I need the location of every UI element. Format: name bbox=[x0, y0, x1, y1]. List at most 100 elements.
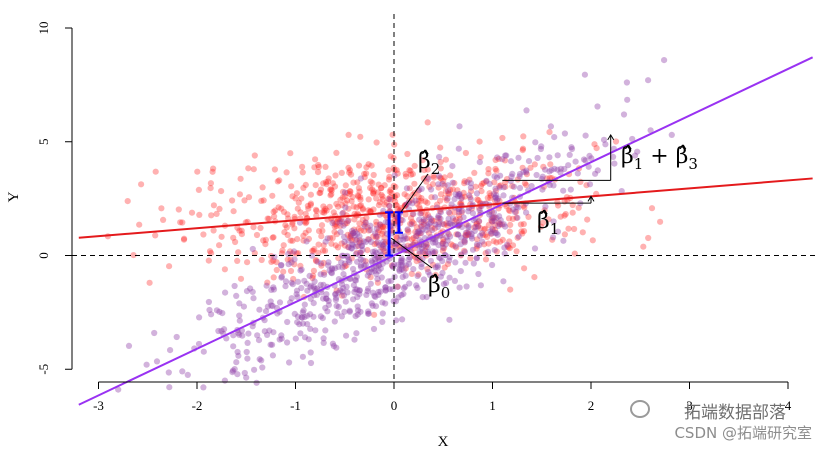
data-point bbox=[391, 218, 398, 225]
data-point bbox=[219, 310, 226, 317]
data-point bbox=[469, 246, 477, 253]
data-point bbox=[568, 145, 576, 153]
data-point bbox=[373, 240, 380, 247]
data-point bbox=[489, 218, 496, 225]
data-point bbox=[336, 219, 343, 226]
data-point bbox=[345, 244, 352, 251]
data-point bbox=[299, 163, 306, 170]
data-point bbox=[451, 180, 458, 187]
data-point bbox=[301, 334, 309, 341]
data-point bbox=[348, 245, 355, 252]
data-point bbox=[365, 227, 372, 234]
data-point bbox=[213, 210, 220, 217]
data-point bbox=[236, 300, 243, 307]
data-point bbox=[353, 273, 360, 280]
data-point bbox=[645, 77, 652, 84]
data-point bbox=[268, 286, 275, 293]
data-point bbox=[287, 150, 294, 157]
data-point bbox=[505, 244, 512, 251]
data-point bbox=[514, 176, 521, 183]
data-point bbox=[302, 210, 309, 218]
data-point bbox=[235, 249, 242, 256]
data-point bbox=[362, 258, 369, 265]
data-point bbox=[342, 200, 349, 207]
data-point bbox=[436, 153, 443, 161]
data-point bbox=[516, 173, 523, 180]
data-point bbox=[466, 228, 473, 236]
data-point bbox=[302, 220, 309, 227]
data-point bbox=[166, 384, 173, 391]
data-point bbox=[329, 234, 336, 242]
data-point bbox=[216, 242, 223, 249]
data-point bbox=[221, 326, 228, 333]
data-point bbox=[307, 325, 314, 332]
data-point bbox=[406, 185, 413, 192]
data-point bbox=[392, 198, 399, 205]
data-point bbox=[299, 314, 306, 321]
data-point bbox=[437, 158, 444, 166]
data-point bbox=[521, 265, 528, 272]
data-point bbox=[357, 196, 364, 203]
data-point bbox=[382, 219, 389, 226]
data-point bbox=[266, 327, 273, 334]
data-point bbox=[456, 284, 463, 291]
data-point bbox=[333, 231, 340, 238]
data-point bbox=[355, 185, 362, 192]
data-point bbox=[418, 218, 425, 226]
data-point bbox=[348, 198, 355, 205]
data-point bbox=[445, 220, 453, 227]
data-point bbox=[205, 298, 212, 306]
data-point bbox=[458, 234, 465, 241]
data-point bbox=[243, 374, 250, 381]
data-point bbox=[323, 295, 330, 302]
data-point bbox=[547, 123, 555, 130]
data-point bbox=[623, 79, 631, 86]
data-point bbox=[301, 277, 308, 284]
data-point bbox=[138, 181, 145, 188]
data-point bbox=[341, 233, 348, 240]
data-point bbox=[387, 186, 394, 193]
data-point bbox=[325, 262, 332, 269]
data-point bbox=[423, 178, 430, 185]
data-point bbox=[387, 196, 394, 203]
data-point bbox=[206, 248, 214, 255]
data-point bbox=[276, 177, 283, 184]
data-point bbox=[419, 294, 426, 301]
data-point bbox=[477, 225, 484, 232]
data-point bbox=[350, 203, 357, 210]
data-point bbox=[429, 181, 437, 188]
data-point bbox=[208, 311, 215, 318]
data-point bbox=[339, 264, 346, 271]
data-point bbox=[496, 184, 503, 191]
data-point bbox=[151, 329, 158, 337]
data-point bbox=[316, 228, 323, 235]
data-point bbox=[475, 270, 482, 278]
data-point bbox=[386, 202, 393, 210]
x-tick-label: 0 bbox=[391, 398, 398, 413]
data-point bbox=[399, 257, 406, 264]
data-point bbox=[232, 238, 239, 246]
data-point bbox=[385, 195, 392, 202]
data-point bbox=[388, 262, 395, 269]
data-point bbox=[395, 261, 402, 268]
watermark: 拓端数据部落 CSDN @拓端研究室 bbox=[630, 398, 812, 448]
data-point bbox=[542, 203, 549, 210]
data-point bbox=[320, 247, 327, 254]
data-point bbox=[490, 209, 497, 216]
data-point bbox=[312, 156, 319, 163]
data-point bbox=[439, 247, 446, 254]
data-point bbox=[602, 141, 609, 148]
data-point bbox=[579, 229, 586, 236]
data-point bbox=[338, 218, 345, 225]
data-point bbox=[461, 178, 468, 185]
data-point bbox=[360, 238, 367, 245]
data-point bbox=[216, 308, 223, 315]
data-point bbox=[391, 213, 398, 220]
data-point bbox=[291, 310, 298, 317]
data-point bbox=[468, 233, 475, 240]
data-point bbox=[354, 311, 361, 318]
data-point bbox=[523, 169, 530, 176]
data-point bbox=[364, 288, 371, 295]
data-point bbox=[461, 238, 468, 245]
data-point bbox=[284, 339, 291, 346]
